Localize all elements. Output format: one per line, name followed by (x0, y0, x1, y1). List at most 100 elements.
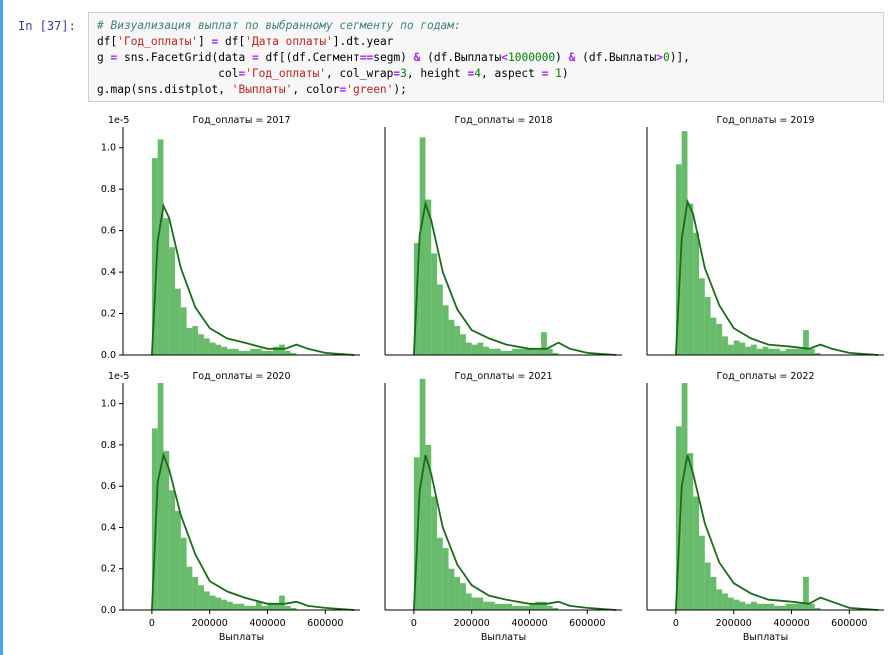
histogram-bar (693, 232, 700, 355)
histogram-bar (779, 605, 786, 610)
histogram-bar (681, 131, 688, 355)
code-cell-input[interactable]: # Визуализация выплат по выбранному сегм… (88, 12, 884, 102)
histogram-bar (693, 496, 700, 610)
x-axis-label: Выплаты (743, 632, 788, 643)
histogram-bar (797, 348, 804, 355)
histogram-bar (471, 344, 478, 355)
histogram-bar (163, 218, 170, 355)
histogram-bar (489, 601, 495, 610)
histogram-bar (756, 348, 763, 355)
facet-panel-3: Год_оплаты = 2019 (646, 115, 884, 356)
histogram-bar (267, 350, 274, 355)
histogram-bar (512, 348, 518, 355)
histogram-bar (785, 603, 792, 610)
histogram-bar (546, 605, 553, 610)
histogram-bar (169, 490, 176, 610)
code-text[interactable]: # Визуализация выплат по выбранному сегм… (97, 18, 690, 98)
kde-line (675, 454, 879, 611)
code-token: 'Дата оплаты' (245, 35, 333, 48)
code-token: df[ (97, 35, 118, 48)
histogram-bar (727, 344, 734, 355)
histogram-bar (232, 348, 239, 355)
code-token: , color (292, 83, 340, 96)
x-tick-label: 600000 (831, 618, 867, 629)
code-token: & (413, 51, 421, 64)
histogram-bar (261, 605, 268, 610)
histogram-bar (506, 603, 513, 610)
histogram-bar (209, 342, 216, 355)
histogram-bar (273, 603, 280, 610)
histogram-bar (699, 278, 705, 355)
y-tick-label: 0.0 (101, 350, 116, 361)
code-token: (df.Выплаты (575, 51, 657, 64)
histogram-bar (814, 352, 821, 355)
histogram-bar (803, 330, 809, 355)
cell-selection-bar (0, 0, 3, 655)
histogram-bar (722, 593, 728, 610)
histogram-bar (506, 350, 513, 355)
histogram-bar (681, 383, 688, 610)
histogram-bar (244, 350, 251, 355)
code-token: < (501, 51, 508, 64)
facet-title: Год_оплаты = 2021 (454, 371, 552, 382)
facet-title: Год_оплаты = 2022 (716, 371, 814, 382)
histogram-bar (157, 383, 164, 610)
histogram-bar (267, 603, 274, 610)
histogram-bar (739, 601, 746, 610)
histogram-bar (232, 603, 239, 610)
code-token: g.map(sns.distplot, (97, 83, 232, 96)
histogram-bar (175, 510, 181, 610)
code-token: ] (198, 35, 212, 48)
histogram-bar (716, 589, 723, 610)
y-tick-label: 1.0 (101, 143, 116, 154)
histogram-bar (157, 139, 164, 355)
histogram-bar (163, 451, 170, 610)
histogram-bar (529, 603, 536, 610)
histogram-bar (255, 348, 262, 355)
histogram-bar (517, 605, 524, 610)
histogram-bar (442, 548, 449, 610)
histogram-bar (541, 601, 547, 610)
histogram-bar (512, 605, 518, 610)
code-token: 1000000 (507, 51, 556, 64)
code-token: col (97, 67, 239, 80)
code-token: (df.Выплаты (420, 51, 502, 64)
histogram-bar (535, 348, 542, 355)
histogram-bar (762, 603, 769, 610)
x-tick-label: 200000 (454, 618, 490, 629)
histogram-bar (460, 334, 466, 355)
y-tick-label: 0.6 (101, 226, 116, 237)
histogram-bar (727, 597, 734, 610)
histogram-bar (279, 344, 285, 355)
histogram-bar (699, 535, 705, 610)
code-token: df[(df.Сегмент (258, 51, 360, 64)
kde-line (151, 452, 355, 611)
histogram-bar (151, 158, 158, 355)
histogram-bar (431, 496, 438, 610)
histogram-bar (215, 344, 222, 355)
code-token: = (393, 67, 401, 80)
code-token: g (97, 51, 111, 64)
histogram-bar (431, 253, 438, 355)
facet-title: Год_оплаты = 2017 (192, 115, 290, 126)
histogram-bar (552, 607, 559, 610)
histogram-bar (710, 317, 717, 355)
code-token: & (568, 51, 576, 64)
histogram-bar (704, 562, 711, 610)
histogram-bar (756, 603, 763, 610)
histogram-bar (437, 537, 443, 610)
kde-line (151, 202, 355, 356)
histogram-bar (250, 605, 256, 610)
y-tick-label: 0.2 (101, 309, 116, 320)
histogram-bar (198, 334, 204, 355)
histogram-bar (803, 576, 809, 610)
histogram-bar (722, 336, 728, 355)
histogram-bar (477, 342, 484, 355)
histogram-bar (203, 591, 210, 610)
histogram-bar (523, 348, 530, 355)
histogram-bar (290, 352, 297, 355)
histogram-bar (791, 348, 798, 355)
histogram-bar (419, 137, 426, 355)
code-token: 'Выплаты' (231, 83, 293, 96)
x-tick-label: 600000 (569, 618, 605, 629)
